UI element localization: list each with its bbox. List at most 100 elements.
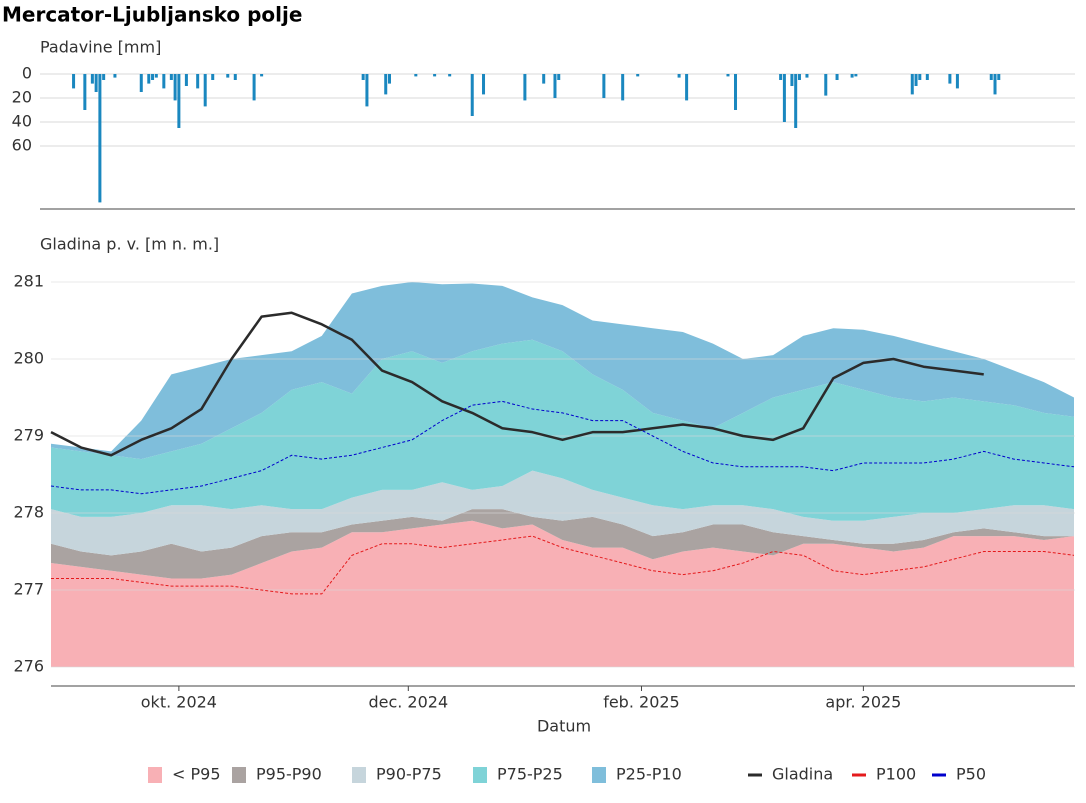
bar: [162, 74, 166, 89]
bar: [72, 74, 76, 89]
bar: [910, 74, 914, 95]
bar: [542, 74, 546, 84]
bar: [850, 74, 854, 78]
bar: [151, 74, 155, 80]
bar: [139, 74, 143, 92]
line-series: [50, 311, 984, 457]
bar: [621, 74, 625, 101]
bar: [184, 74, 188, 86]
bar: [90, 74, 94, 84]
y-tick-label: 281: [13, 272, 44, 291]
bar: [83, 74, 87, 110]
legend-label: P100: [876, 765, 916, 784]
bar: [553, 74, 557, 98]
bar: [102, 74, 106, 80]
y-tick-label: 276: [13, 657, 44, 676]
bar: [794, 74, 798, 128]
line-series: [51, 535, 1075, 595]
y-tick-label: 277: [13, 580, 44, 599]
legend-swatch: [148, 767, 162, 783]
bar: [779, 74, 783, 80]
y-axis-label: Padavine [mm]: [40, 38, 161, 57]
bar: [154, 74, 158, 78]
bar: [448, 74, 452, 77]
bar: [835, 74, 839, 80]
bar: [993, 74, 997, 95]
bar: [997, 74, 1001, 80]
bar: [233, 74, 237, 80]
bar: [414, 74, 418, 77]
bar: [955, 74, 959, 89]
bar: [790, 74, 794, 86]
bar: [260, 74, 264, 77]
bar: [177, 74, 181, 128]
legend-label: P75-P25: [497, 765, 563, 784]
y-tick-label: 279: [13, 426, 44, 445]
bar: [854, 74, 858, 77]
legend-swatch: [473, 767, 487, 783]
x-tick-label: apr. 2025: [825, 693, 901, 712]
bar: [387, 74, 391, 84]
bar: [914, 74, 918, 86]
legend-label: P90-P75: [376, 765, 442, 784]
bar: [523, 74, 527, 101]
bar: [925, 74, 929, 80]
bar: [824, 74, 828, 96]
bar: [989, 74, 993, 80]
bar: [94, 74, 98, 92]
y-tick-label: 60: [12, 136, 32, 155]
bar: [482, 74, 486, 95]
bar: [726, 74, 730, 77]
y-tick-label: 278: [13, 503, 44, 522]
bar: [361, 74, 365, 80]
legend-swatch: [352, 767, 366, 783]
bar: [196, 74, 200, 89]
bar: [685, 74, 689, 101]
legend-label: P95-P90: [256, 765, 322, 784]
x-tick-label: feb. 2025: [603, 693, 680, 712]
y-tick-label: 280: [13, 349, 44, 368]
x-tick-label: dec. 2024: [368, 693, 448, 712]
bar: [169, 74, 173, 80]
bar: [557, 74, 561, 80]
bar: [147, 74, 151, 84]
bar: [113, 74, 117, 78]
y-tick-label: 0: [22, 64, 32, 83]
legend-label: P50: [956, 765, 986, 784]
bar: [433, 74, 437, 77]
bar: [470, 74, 474, 116]
y-axis-label: Gladina p. v. [m n. m.]: [40, 235, 219, 254]
line-series: [50, 400, 1075, 495]
chart-title: Mercator-Ljubljansko polje: [2, 3, 302, 27]
band-area: [51, 282, 1074, 460]
bar: [365, 74, 369, 107]
legend-label: < P95: [172, 765, 221, 784]
bar: [797, 74, 801, 80]
bar: [173, 74, 177, 101]
bar: [203, 74, 207, 107]
bar: [636, 74, 640, 77]
legend-swatch: [592, 767, 606, 783]
x-tick-label: okt. 2024: [141, 693, 217, 712]
y-tick-label: 20: [12, 88, 32, 107]
bar: [384, 74, 388, 95]
bar: [677, 74, 681, 78]
band-area: [51, 339, 1074, 521]
bar: [782, 74, 786, 122]
legend-label: Gladina: [772, 765, 833, 784]
bar: [734, 74, 738, 110]
bar: [252, 74, 256, 101]
bar: [211, 74, 215, 80]
bar: [602, 74, 606, 98]
x-axis-label: Datum: [537, 717, 591, 736]
y-tick-label: 40: [12, 112, 32, 131]
bar: [948, 74, 952, 84]
legend-swatch: [232, 767, 246, 783]
bar: [918, 74, 922, 80]
bar: [805, 74, 809, 78]
legend-label: P25-P10: [616, 765, 682, 784]
bar: [226, 74, 230, 78]
bar: [98, 74, 102, 203]
band-area: [51, 520, 1074, 667]
